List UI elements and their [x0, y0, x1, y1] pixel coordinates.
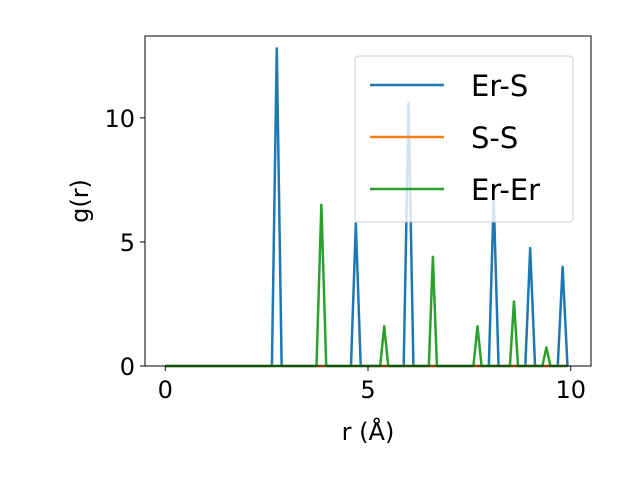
- x-axis: 0 5 10: [158, 366, 586, 404]
- y-tick-label: 5: [120, 229, 135, 257]
- series-line-er-er: [165, 203, 567, 368]
- legend: Er-S S-S Er-Er: [354, 55, 574, 223]
- legend-box: [354, 55, 574, 223]
- x-axis-label: r (Å): [342, 417, 395, 446]
- y-tick-label: 0: [120, 353, 135, 381]
- y-axis: 0 5 10: [104, 105, 145, 381]
- legend-label-er-er: Er-Er: [471, 173, 540, 207]
- x-tick-label: 0: [158, 376, 173, 404]
- legend-label-er-s: Er-S: [471, 69, 528, 103]
- x-tick-label: 5: [360, 376, 375, 404]
- y-axis-label: g(r): [66, 179, 94, 223]
- x-tick-label: 10: [555, 376, 586, 404]
- legend-label-s-s: S-S: [471, 121, 518, 155]
- y-tick-label: 10: [104, 105, 135, 133]
